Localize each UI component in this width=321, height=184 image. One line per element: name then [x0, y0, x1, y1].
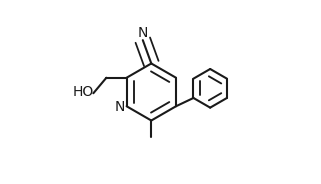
Text: N: N [114, 100, 125, 114]
Text: N: N [138, 26, 148, 40]
Text: HO: HO [73, 85, 94, 99]
